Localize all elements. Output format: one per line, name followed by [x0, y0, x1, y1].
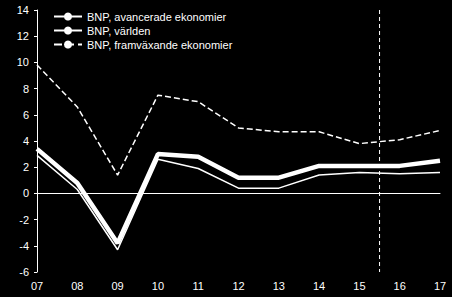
svg-text:08: 08	[71, 280, 83, 292]
svg-text:-4: -4	[19, 240, 29, 252]
svg-text:-2: -2	[19, 214, 29, 226]
svg-text:09: 09	[111, 280, 123, 292]
svg-text:BNP, avancerade ekonomier: BNP, avancerade ekonomier	[87, 11, 227, 23]
svg-text:13: 13	[273, 280, 285, 292]
svg-text:6: 6	[23, 109, 29, 121]
svg-text:16: 16	[394, 280, 406, 292]
svg-text:BNP, världen: BNP, världen	[87, 25, 150, 37]
svg-text:15: 15	[353, 280, 365, 292]
svg-text:07: 07	[31, 280, 43, 292]
svg-text:14: 14	[17, 4, 29, 16]
svg-text:-6: -6	[19, 266, 29, 278]
svg-text:2: 2	[23, 161, 29, 173]
svg-text:17: 17	[434, 280, 446, 292]
svg-text:12: 12	[232, 280, 244, 292]
svg-text:14: 14	[313, 280, 325, 292]
svg-text:11: 11	[192, 280, 203, 292]
svg-text:12: 12	[17, 30, 29, 42]
svg-text:0: 0	[23, 187, 29, 199]
svg-text:8: 8	[23, 83, 29, 95]
svg-text:4: 4	[23, 135, 29, 147]
svg-text:BNP, framväxande ekonomier: BNP, framväxande ekonomier	[87, 39, 233, 51]
svg-text:10: 10	[17, 56, 29, 68]
svg-text:10: 10	[152, 280, 164, 292]
